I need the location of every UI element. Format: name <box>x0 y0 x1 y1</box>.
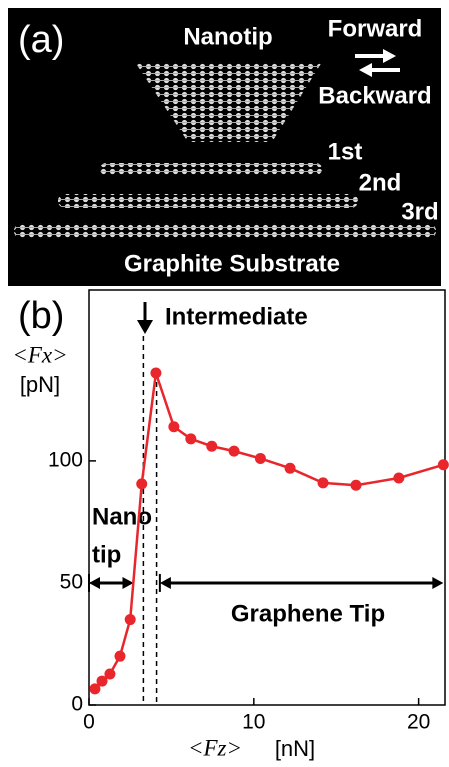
data-point <box>124 614 136 626</box>
x-axis-label: <Fz> <box>188 735 242 760</box>
substrate-label: Graphite Substrate <box>124 250 340 277</box>
x-tick-label: 10 <box>242 711 265 734</box>
data-point <box>150 367 162 379</box>
y-axis-unit: [pN] <box>20 372 60 397</box>
y-tick-label: 50 <box>60 570 83 593</box>
arrow-head <box>432 576 444 589</box>
panel-b: (b) Intermediate <Fx> [pN] <Fz> [nN] Nan… <box>12 289 449 761</box>
region-label: Nano <box>92 503 152 530</box>
data-point <box>228 445 240 457</box>
data-point <box>254 452 266 464</box>
backward-label: Backward <box>318 82 431 109</box>
data-point <box>136 478 148 490</box>
forward-label: Forward <box>328 15 423 42</box>
plot-frame <box>88 289 446 706</box>
x-axis-unit: [nN] <box>275 736 315 761</box>
y-tick-label: 0 <box>71 693 83 716</box>
data-point <box>168 421 180 433</box>
arrow-head <box>122 576 134 589</box>
region-label: tip <box>92 541 121 568</box>
panel-a: (a) Nanotip Forward Backward 1st 2nd 3rd… <box>8 8 441 286</box>
y-axis-label: <Fx> <box>12 342 67 367</box>
x-tick-label: 0 <box>83 711 95 734</box>
layer-label: 2nd <box>359 169 402 196</box>
region-label: Graphene Tip <box>231 600 385 627</box>
layer-label: 3rd <box>401 198 438 225</box>
data-point <box>317 477 329 489</box>
panel-label: (b) <box>18 295 64 337</box>
data-point <box>393 472 405 484</box>
data-point <box>185 433 197 445</box>
data-point <box>114 650 126 662</box>
layer-2 <box>58 194 358 208</box>
x-tick-label: 20 <box>407 711 430 734</box>
series-line <box>94 372 444 690</box>
data-point <box>206 440 218 452</box>
data-point <box>104 668 116 680</box>
layer-3 <box>14 223 436 239</box>
nanotip-structure <box>135 62 322 142</box>
nanotip-label: Nanotip <box>183 23 272 50</box>
data-point <box>89 683 101 695</box>
layer-label: 1st <box>328 138 363 165</box>
data-point <box>350 479 362 491</box>
y-tick-label: 100 <box>48 448 83 471</box>
panel-label: (a) <box>18 19 64 61</box>
data-point <box>437 459 449 471</box>
data-point <box>284 462 296 474</box>
layer-1 <box>100 163 322 175</box>
data-point <box>96 675 108 687</box>
direction-arrows <box>355 49 400 77</box>
annotation: Intermediate <box>165 303 308 330</box>
arrow-head <box>159 576 171 589</box>
annotation-arrow-head <box>137 320 153 334</box>
arrow-head <box>89 576 100 589</box>
